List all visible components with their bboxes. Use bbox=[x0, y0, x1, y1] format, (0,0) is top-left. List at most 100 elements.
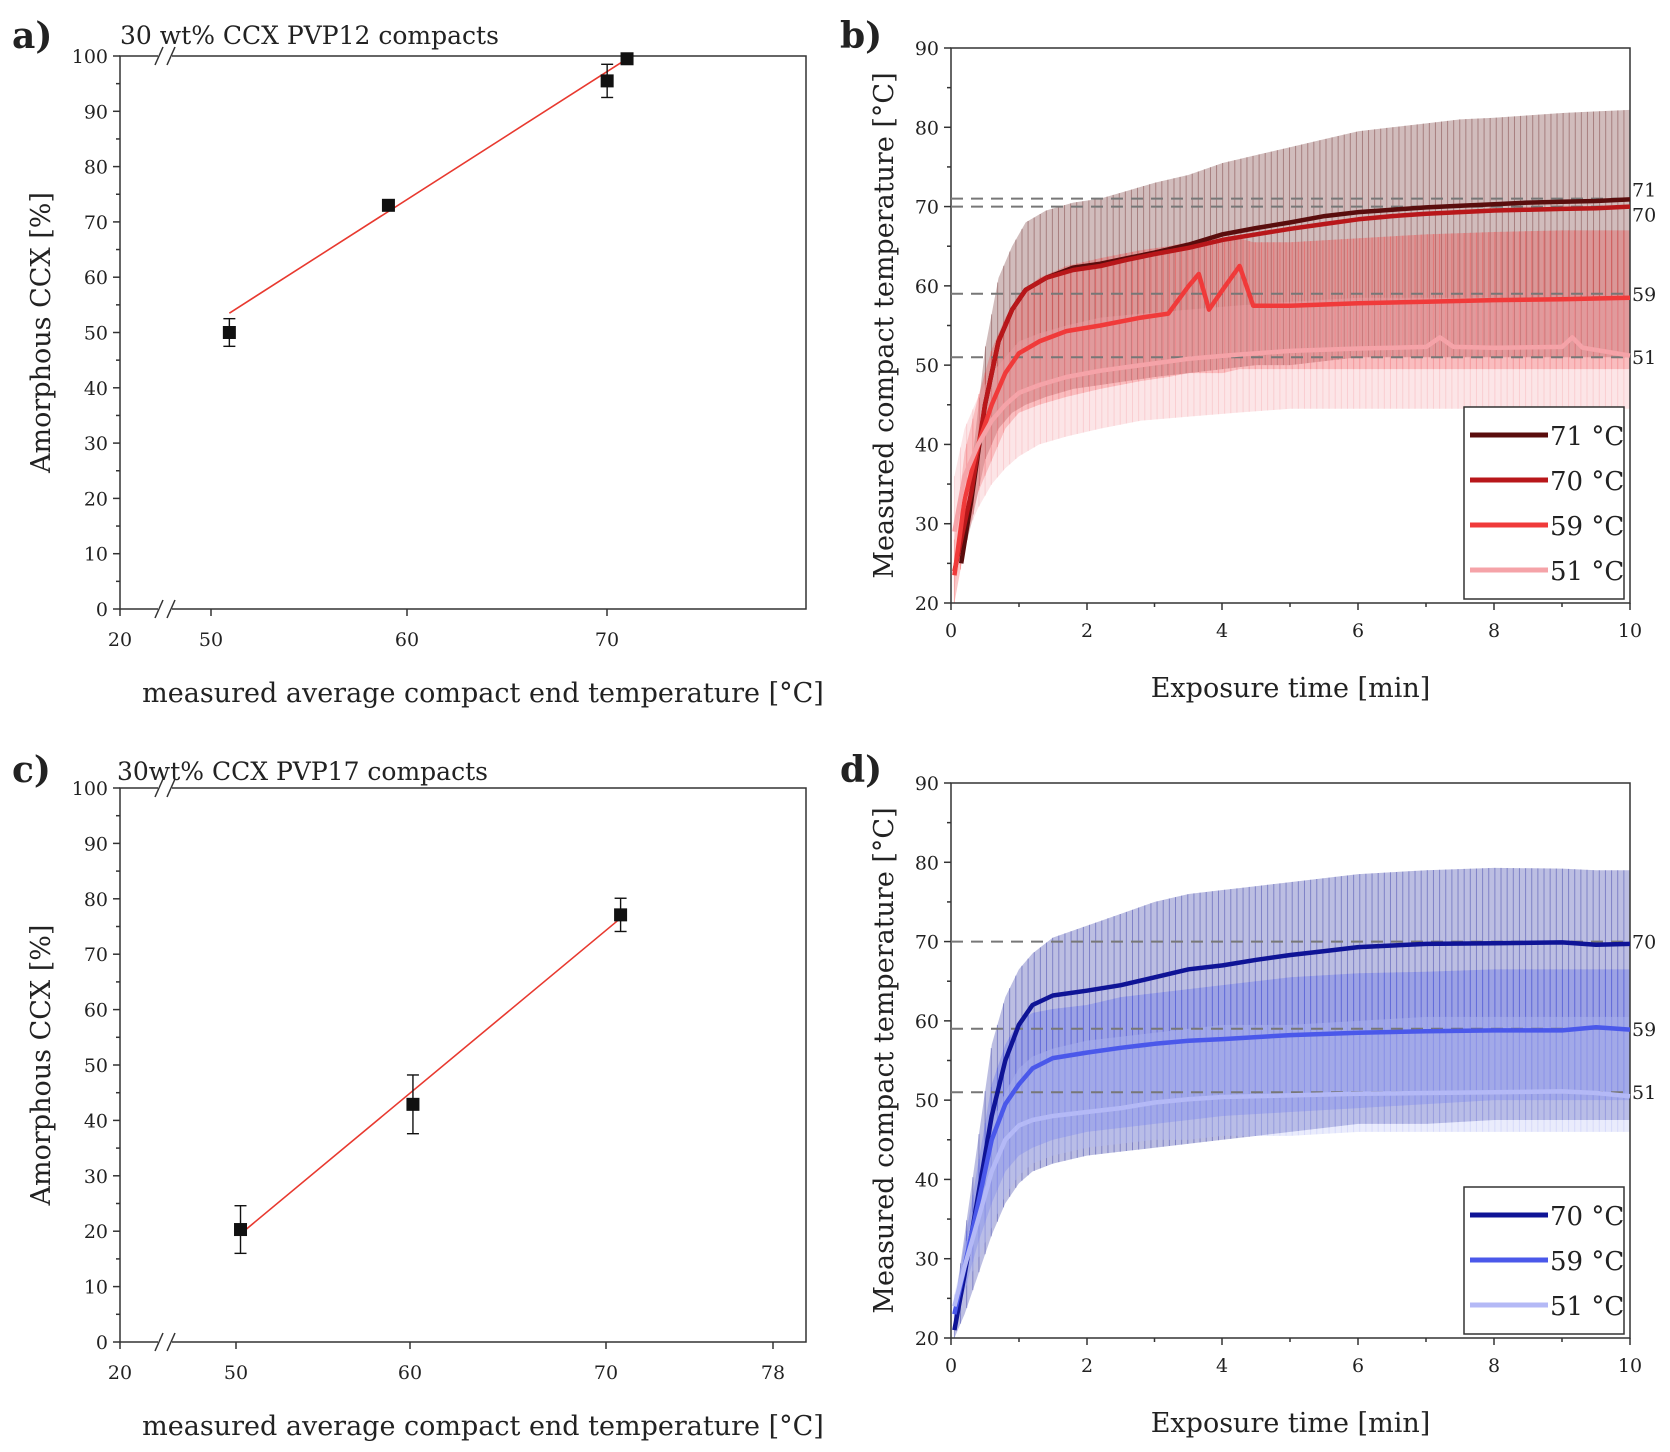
y-axis-label: Measured compact temperature [°C] bbox=[869, 807, 900, 1313]
x-tick-label: 60 bbox=[398, 1362, 422, 1384]
y-tick-label: 20 bbox=[84, 1221, 108, 1243]
end-label: 51 bbox=[1632, 347, 1656, 369]
legend-label: 51 °C bbox=[1550, 1292, 1624, 1322]
y-tick-label: 100 bbox=[72, 46, 108, 68]
y-tick-label: 20 bbox=[915, 593, 939, 615]
panel-0: 0 10 20 30 40 50 60 70 80 90 100 20 50 60 70 a) 30 wt% C… bbox=[12, 15, 824, 709]
axis-break-mask bbox=[158, 1339, 172, 1345]
fit-line bbox=[240, 917, 622, 1235]
y-tick-label: 90 bbox=[915, 773, 939, 795]
legend-label: 59 °C bbox=[1550, 512, 1624, 542]
data-point bbox=[381, 198, 395, 212]
x-tick-label: 50 bbox=[199, 629, 223, 651]
x-tick-label: 50 bbox=[224, 1362, 248, 1384]
axis-break-mark bbox=[154, 46, 164, 66]
axis-break-mask bbox=[158, 785, 172, 791]
x-tick-label: 20 bbox=[108, 1362, 132, 1384]
legend-label: 71 °C bbox=[1550, 422, 1624, 452]
x-tick-label: 0 bbox=[945, 1355, 957, 1377]
panel-label: b) bbox=[840, 15, 882, 57]
y-tick-label: 60 bbox=[915, 276, 939, 298]
data-point bbox=[222, 326, 236, 339]
y-tick-label: 90 bbox=[84, 101, 108, 123]
x-tick-label: 4 bbox=[1216, 1355, 1228, 1377]
x-tick-label: 0 bbox=[945, 620, 957, 642]
x-axis-label: measured average compact end temperature… bbox=[142, 678, 824, 709]
series-line bbox=[952, 1089, 1631, 1307]
axis-break-mark bbox=[166, 46, 176, 66]
axis-break-mask bbox=[158, 53, 172, 59]
y-tick-label: 50 bbox=[915, 1090, 939, 1112]
y-tick-label: 20 bbox=[84, 488, 108, 510]
x-axis-label: Exposure time [min] bbox=[1151, 1408, 1431, 1439]
y-tick-label: 50 bbox=[915, 355, 939, 377]
end-label: 70 bbox=[1632, 205, 1656, 227]
error-band bbox=[954, 230, 1630, 603]
y-tick-label: 50 bbox=[84, 1055, 108, 1077]
axis-break-mark bbox=[166, 778, 176, 798]
y-tick-label: 10 bbox=[84, 544, 108, 566]
y-tick-label: 70 bbox=[84, 212, 108, 234]
x-axis-label: Exposure time [min] bbox=[1151, 673, 1431, 704]
legend: 71 °C 70 °C 59 °C 51 °C bbox=[1463, 406, 1625, 600]
x-tick-label: 6 bbox=[1352, 1355, 1364, 1377]
end-label: 59 bbox=[1632, 284, 1656, 306]
y-tick-label: 100 bbox=[72, 778, 108, 800]
y-tick-label: 0 bbox=[96, 1332, 108, 1354]
y-tick-label: 30 bbox=[915, 1249, 939, 1271]
y-tick-label: 90 bbox=[84, 833, 108, 855]
x-tick-label: 70 bbox=[594, 1362, 618, 1384]
error-band bbox=[961, 109, 1630, 564]
panel-1: 20 30 40 50 60 70 80 90 0 2 4 6 8 10 71 70 59 51 71 °C 70 °… bbox=[840, 15, 1656, 704]
x-tick-label: 78 bbox=[761, 1362, 785, 1384]
legend-box bbox=[1463, 406, 1625, 600]
axis-break-mask bbox=[158, 606, 172, 612]
y-tick-label: 30 bbox=[84, 1166, 108, 1188]
panel-title: 30 wt% CCX PVP12 compacts bbox=[120, 21, 499, 50]
y-tick-label: 60 bbox=[84, 267, 108, 289]
y-tick-label: 10 bbox=[84, 1277, 108, 1299]
end-label: 51 bbox=[1632, 1082, 1656, 1104]
y-tick-label: 50 bbox=[84, 323, 108, 345]
panel-title: 30wt% CCX PVP17 compacts bbox=[117, 757, 488, 786]
y-tick-label: 30 bbox=[915, 514, 939, 536]
error-band bbox=[954, 969, 1630, 1323]
y-axis-label: Amorphous CCX [%] bbox=[26, 192, 57, 474]
panel-label: c) bbox=[12, 749, 51, 791]
y-axis-label: Measured compact temperature [°C] bbox=[869, 72, 900, 578]
axis-break-mark bbox=[154, 599, 164, 619]
error-band bbox=[954, 297, 1630, 588]
data-point bbox=[620, 52, 634, 66]
series-line bbox=[952, 204, 1631, 572]
x-tick-label: 10 bbox=[1618, 620, 1642, 642]
y-tick-label: 70 bbox=[915, 932, 939, 954]
panel-label: d) bbox=[840, 749, 882, 791]
end-label: 70 bbox=[1632, 932, 1656, 954]
x-tick-label: 6 bbox=[1352, 620, 1364, 642]
end-label: 59 bbox=[1632, 1019, 1656, 1041]
panel-3: 20 30 40 50 60 70 80 90 0 2 4 6 8 10 70 59 51 70 °C 59 °C 5… bbox=[840, 749, 1656, 1439]
axis-break-mark bbox=[166, 1332, 176, 1352]
data-point bbox=[234, 1223, 248, 1237]
y-tick-label: 40 bbox=[84, 378, 108, 400]
x-tick-label: 2 bbox=[1081, 1355, 1093, 1377]
y-tick-label: 80 bbox=[915, 852, 939, 874]
end-label: 71 bbox=[1632, 180, 1656, 202]
y-tick-label: 80 bbox=[84, 889, 108, 911]
panel-label: a) bbox=[12, 15, 52, 57]
x-tick-label: 4 bbox=[1216, 620, 1228, 642]
y-tick-label: 80 bbox=[915, 117, 939, 139]
legend-label: 70 °C bbox=[1550, 467, 1624, 497]
panel-2: 0 10 20 30 40 50 60 70 80 90 100 20 50 60 70 78 c) 30wt% … bbox=[12, 749, 824, 1442]
y-tick-label: 20 bbox=[915, 1328, 939, 1350]
y-tick-label: 60 bbox=[84, 1000, 108, 1022]
y-tick-label: 70 bbox=[84, 944, 108, 966]
series-line bbox=[952, 1024, 1631, 1315]
x-tick-label: 8 bbox=[1488, 620, 1500, 642]
axis-break-mark bbox=[154, 778, 164, 798]
x-tick-label: 70 bbox=[595, 629, 619, 651]
legend-label: 51 °C bbox=[1550, 557, 1624, 587]
y-tick-label: 80 bbox=[84, 157, 108, 179]
y-tick-label: 0 bbox=[96, 599, 108, 621]
